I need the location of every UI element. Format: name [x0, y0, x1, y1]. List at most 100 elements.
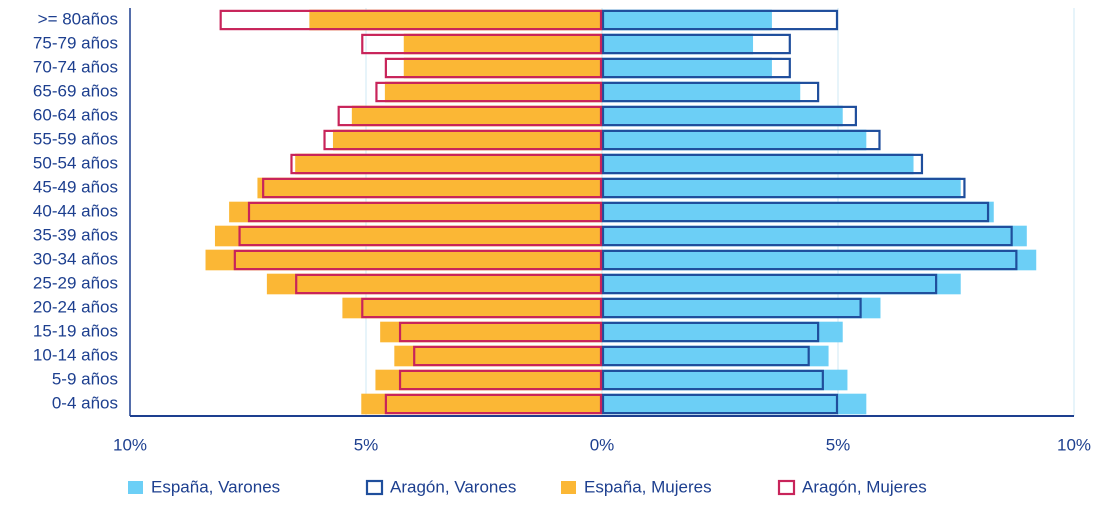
- y-tick-label: 15-19 años: [33, 321, 118, 340]
- bar-outline: [384, 57, 603, 79]
- bar-outline: [323, 129, 603, 151]
- bar: [602, 81, 801, 103]
- bar: [602, 345, 829, 367]
- bar: [205, 249, 602, 271]
- bar-outline: [375, 81, 603, 103]
- bar: [266, 273, 602, 295]
- bar: [403, 33, 602, 55]
- bar: [257, 177, 602, 199]
- bar: [602, 249, 1037, 271]
- y-tick-label: 60-64 años: [33, 105, 118, 124]
- bar-outline: [601, 321, 820, 343]
- bar-outline: [247, 201, 603, 223]
- bar-outline: [601, 9, 839, 31]
- x-tick-label: 5%: [354, 435, 379, 454]
- bar-outline: [398, 369, 603, 391]
- bar-outline: [601, 33, 791, 55]
- bar-outline: [361, 33, 603, 55]
- bar: [229, 201, 602, 223]
- y-tick-label: 75-79 años: [33, 33, 118, 52]
- bar-outline: [238, 225, 603, 247]
- y-tick-label: 35-39 años: [33, 225, 118, 244]
- bar: [214, 225, 602, 247]
- bar: [602, 369, 848, 391]
- bar: [375, 369, 602, 391]
- bar: [403, 57, 602, 79]
- bar: [602, 225, 1027, 247]
- y-tick-label: 5-9 años: [52, 369, 118, 388]
- x-tick-label: 5%: [826, 435, 851, 454]
- bar: [602, 393, 867, 415]
- y-tick-label: 25-29 años: [33, 273, 118, 292]
- bar-outline: [601, 225, 1013, 247]
- bar-outline: [290, 153, 603, 175]
- bar-outline: [219, 9, 603, 31]
- bar: [602, 273, 961, 295]
- bar-outline: [601, 369, 824, 391]
- bar-outline: [398, 321, 603, 343]
- bar-outline: [601, 273, 938, 295]
- bar-outline: [384, 393, 603, 415]
- y-tick-label: 70-74 años: [33, 57, 118, 76]
- bar-outline: [601, 57, 791, 79]
- x-tick-label: 10%: [1057, 435, 1091, 454]
- bar: [602, 129, 867, 151]
- legend-label: Aragón, Varones: [390, 477, 516, 496]
- bar-outline: [601, 297, 862, 319]
- bar-outline: [233, 249, 603, 271]
- bar: [602, 177, 961, 199]
- bar: [602, 57, 772, 79]
- y-tick-label: 10-14 años: [33, 345, 118, 364]
- bar: [384, 81, 602, 103]
- bar: [602, 297, 881, 319]
- y-tick-label: 0-4 años: [52, 393, 118, 412]
- bar-outline: [601, 249, 1018, 271]
- bar: [602, 105, 843, 127]
- bar: [361, 393, 602, 415]
- bar: [602, 201, 994, 223]
- legend-swatch: [777, 479, 796, 496]
- y-tick-label: 45-49 años: [33, 177, 118, 196]
- bar-outline: [361, 297, 603, 319]
- bar-outline: [601, 393, 839, 415]
- y-tick-label: >= 80años: [38, 9, 118, 28]
- legend-swatch: [365, 479, 384, 496]
- bar-outline: [262, 177, 603, 199]
- y-tick-label: 40-44 años: [33, 201, 118, 220]
- bar: [351, 105, 602, 127]
- bar: [394, 345, 602, 367]
- bar: [309, 9, 602, 31]
- y-tick-label: 30-34 años: [33, 249, 118, 268]
- bar-outline: [601, 129, 881, 151]
- y-tick-label: 20-24 años: [33, 297, 118, 316]
- bar: [380, 321, 602, 343]
- x-tick-label: 0%: [590, 435, 615, 454]
- y-tick-label: 50-54 años: [33, 153, 118, 172]
- bar-outline: [601, 81, 820, 103]
- legend-label: España, Varones: [151, 477, 280, 496]
- bar: [295, 153, 602, 175]
- bar-outline: [413, 345, 603, 367]
- bar-outline: [601, 201, 990, 223]
- x-tick-label: 10%: [113, 435, 147, 454]
- legend-swatch: [128, 481, 143, 494]
- bar: [332, 129, 602, 151]
- legend-label: Aragón, Mujeres: [802, 477, 927, 496]
- bar-outline: [601, 153, 924, 175]
- bar-outline: [601, 345, 810, 367]
- bar-outline: [601, 177, 966, 199]
- bar: [602, 9, 772, 31]
- bar: [342, 297, 602, 319]
- bar-outline: [295, 273, 603, 295]
- legend-label: España, Mujeres: [584, 477, 712, 496]
- bar: [602, 33, 754, 55]
- bar: [602, 153, 914, 175]
- bar-outline: [601, 105, 857, 127]
- legend-swatch: [561, 481, 576, 494]
- y-tick-label: 65-69 años: [33, 81, 118, 100]
- bar: [602, 321, 843, 343]
- bar-outline: [337, 105, 603, 127]
- y-tick-label: 55-59 años: [33, 129, 118, 148]
